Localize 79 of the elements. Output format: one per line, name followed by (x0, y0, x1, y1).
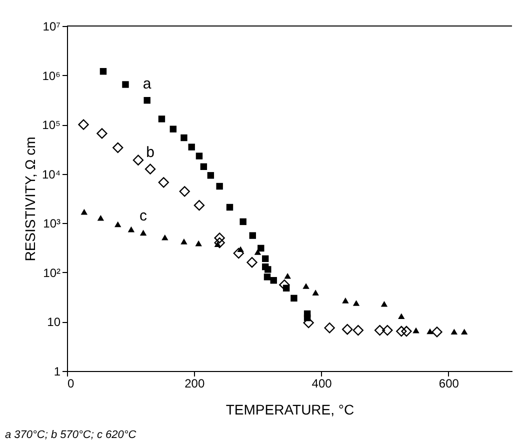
point (207, 172, 214, 179)
x-tick-label: 200 (184, 376, 205, 390)
point (128, 226, 135, 232)
point (312, 290, 319, 296)
point (382, 324, 393, 336)
point (237, 246, 244, 252)
point (450, 328, 458, 335)
point (290, 294, 298, 302)
point (279, 279, 290, 290)
y-tick-label: 10⁷ (42, 20, 60, 34)
y-tick-label: 10⁴ (42, 167, 60, 182)
point (180, 134, 188, 142)
point (342, 324, 353, 335)
series-label: a (142, 75, 152, 92)
point (188, 144, 195, 150)
point (196, 152, 203, 160)
series-label: c (140, 208, 148, 225)
point (158, 116, 166, 122)
point (302, 283, 310, 289)
point (97, 214, 104, 221)
point (162, 234, 168, 240)
y-tick-label: 1 (54, 364, 61, 378)
x-tick-label: 600 (438, 376, 460, 390)
y-tick-label: 10⁵ (42, 118, 61, 132)
point (216, 182, 223, 190)
point (112, 142, 124, 154)
point (226, 204, 234, 211)
series-label: b (146, 144, 154, 162)
y-tick-label: 10⁶ (42, 68, 61, 83)
point (432, 326, 442, 338)
x-axis-title: TEMPERATURE, °C (226, 402, 354, 418)
point (180, 238, 188, 244)
point (132, 154, 144, 166)
point (122, 81, 129, 88)
point (284, 273, 291, 279)
point (240, 218, 246, 226)
point (96, 128, 108, 139)
point (114, 221, 122, 228)
point (352, 300, 360, 306)
text: a 370°C; b 570°C; c 620°C (5, 429, 136, 441)
point (426, 328, 434, 334)
point (352, 324, 364, 336)
point (460, 328, 468, 335)
point (264, 266, 272, 273)
point (200, 163, 208, 170)
point (170, 126, 177, 132)
point (179, 186, 190, 197)
point (140, 230, 147, 236)
point (262, 255, 269, 262)
point (270, 277, 277, 284)
point (264, 274, 271, 280)
point (398, 313, 405, 320)
x-tick-label: 400 (312, 376, 332, 390)
y-axis-title: RESISTIVITY, Ω cm (22, 136, 38, 262)
point (158, 177, 169, 188)
point (214, 232, 225, 244)
point (254, 249, 262, 255)
point (214, 237, 225, 248)
point (144, 97, 150, 104)
y-tick-label: 10² (43, 266, 61, 280)
point (78, 119, 89, 130)
point (396, 326, 407, 337)
point (342, 298, 349, 304)
point (233, 248, 244, 259)
y-tick-label: 10³ (43, 216, 61, 231)
point (100, 68, 107, 75)
y-tick-label: 10 (47, 315, 61, 330)
point (80, 208, 88, 215)
point (249, 232, 256, 239)
point (194, 200, 205, 211)
point (246, 257, 258, 268)
point (324, 322, 335, 334)
point (374, 324, 386, 336)
point (412, 327, 420, 334)
point (144, 164, 156, 174)
point (195, 240, 202, 246)
x-tick-label: 0 (68, 376, 74, 390)
point (401, 326, 412, 337)
point (380, 300, 388, 307)
